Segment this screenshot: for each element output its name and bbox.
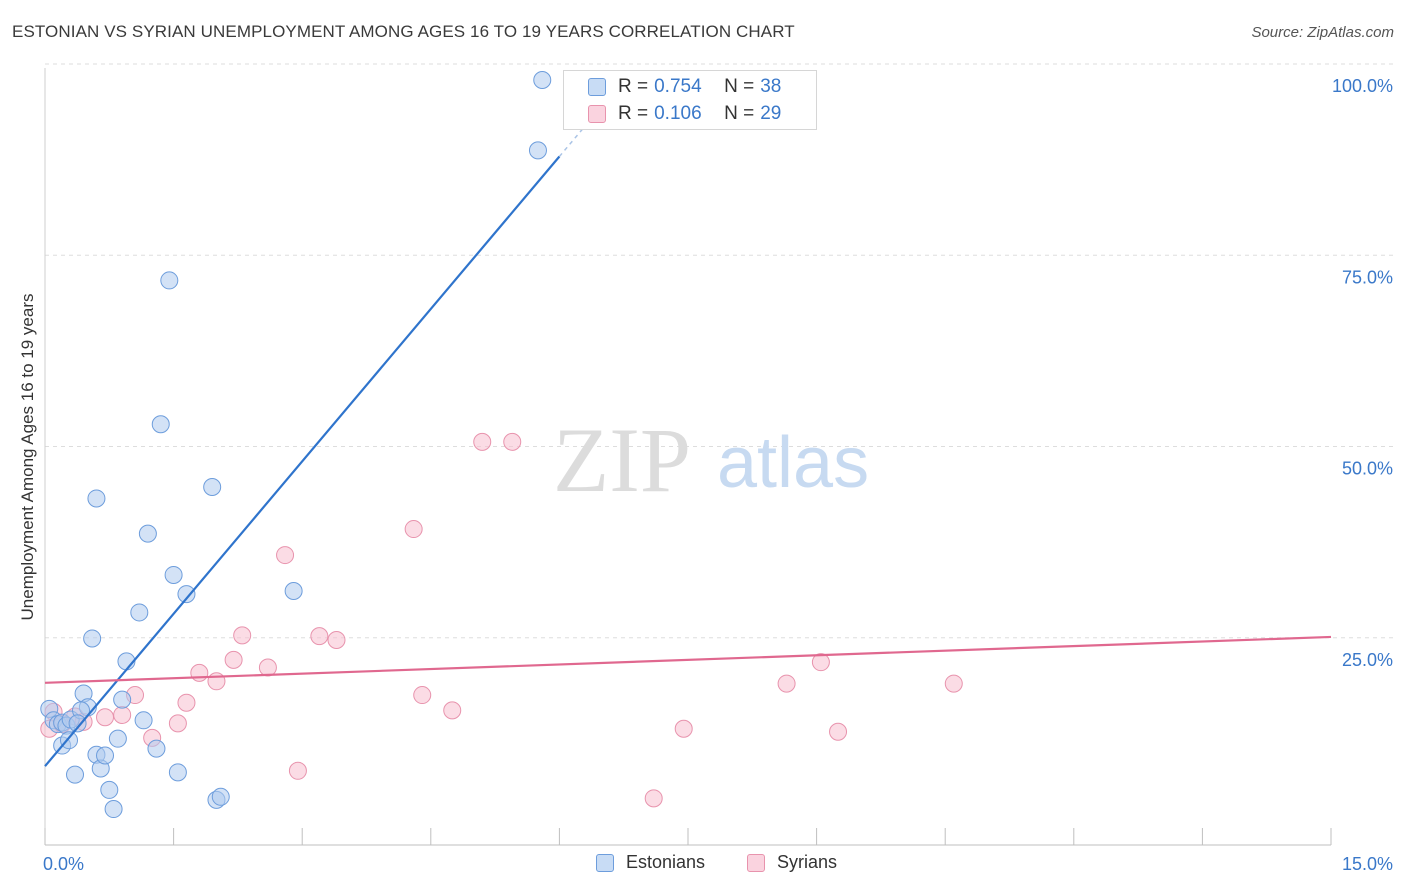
trendlines <box>44 120 1332 767</box>
estonian-point <box>284 582 303 601</box>
legend-row-estonians: R = 0.754 N = 38 <box>588 75 830 99</box>
syrian-point <box>404 520 423 539</box>
estonian-point <box>533 71 552 89</box>
estonian-point <box>138 524 157 543</box>
estonian-point <box>168 763 187 782</box>
estonian-point <box>108 729 127 748</box>
legend-item-estonians: Estonians <box>596 852 705 873</box>
syrian-point <box>113 705 132 724</box>
watermark-zip: ZIP <box>553 409 691 511</box>
syrian-point <box>443 701 462 720</box>
legend-item-syrians: Syrians <box>747 852 837 873</box>
syrian-point <box>207 672 226 691</box>
estonian-point <box>528 141 547 160</box>
syrian-point <box>644 789 663 808</box>
syrian-trendline <box>44 635 1332 684</box>
n-value-syrians: 29 <box>760 103 782 124</box>
series-legend: Estonians Syrians <box>0 852 1406 876</box>
syrian-point <box>258 658 277 677</box>
correlation-legend: R = 0.754 N = 38 R = 0.106 N = 29 <box>563 70 817 130</box>
estonian-point <box>104 800 123 819</box>
legend-row-syrians: R = 0.106 N = 29 <box>588 102 830 126</box>
syrian-point <box>829 722 848 741</box>
syrian-point <box>674 719 693 738</box>
estonian-point <box>66 765 85 784</box>
estonian-point <box>83 629 102 648</box>
syrian-point <box>310 627 329 646</box>
y-tick-label: 75.0% <box>1342 267 1393 287</box>
estonian-legend-swatch <box>596 853 614 872</box>
syrian-point <box>413 686 432 705</box>
r-label: R = <box>618 103 649 124</box>
syrian-swatch <box>588 105 606 123</box>
r-value-syrians: 0.106 <box>654 103 702 124</box>
syrian-point <box>811 653 830 672</box>
syrian-legend-swatch <box>747 853 765 872</box>
estonian-swatch <box>588 78 606 96</box>
legend-label-syrians: Syrians <box>777 852 838 872</box>
y-tick-label: 50.0% <box>1342 459 1393 479</box>
estonian-point <box>160 271 179 290</box>
legend-label-estonians: Estonians <box>626 852 706 872</box>
n-label: N = <box>724 76 755 97</box>
syrian-point <box>473 432 492 451</box>
estonian-point <box>177 585 196 604</box>
estonian-point <box>134 711 153 730</box>
r-label: R = <box>618 76 649 97</box>
watermark-atlas: atlas <box>717 423 869 503</box>
estonian-trendline <box>44 155 561 767</box>
r-value-estonians: 0.754 <box>654 76 702 97</box>
syrian-point <box>233 626 252 645</box>
syrian-point <box>177 693 196 712</box>
syrian-point <box>777 674 796 693</box>
estonian-point <box>164 565 183 584</box>
estonian-point <box>211 787 230 806</box>
syrian-point <box>288 761 307 780</box>
estonian-point <box>151 415 170 434</box>
estonian-point <box>96 746 115 765</box>
syrian-point <box>327 630 346 649</box>
x-tick-label: 15.0% <box>1342 854 1393 874</box>
watermark: ZIP atlas <box>553 409 869 511</box>
estonian-point <box>130 603 149 622</box>
syrian-point <box>944 674 963 693</box>
syrian-point <box>276 546 295 565</box>
y-tick-label: 100.0% <box>1332 76 1393 96</box>
y-axis-label: Unemployment Among Ages 16 to 19 years <box>18 293 37 621</box>
estonian-point <box>87 489 106 508</box>
y-tick-label: 25.0% <box>1342 650 1393 670</box>
estonian-point <box>100 780 119 799</box>
grid <box>45 63 1393 639</box>
source-label: Source: ZipAtlas.com <box>1251 24 1394 41</box>
syrian-point <box>190 663 209 682</box>
syrian-point <box>96 708 115 727</box>
syrian-point <box>503 432 522 451</box>
chart-title: ESTONIAN VS SYRIAN UNEMPLOYMENT AMONG AG… <box>12 22 795 41</box>
tick-labels: 25.0% 50.0% 75.0% 100.0% 0.0% 15.0% <box>43 76 1393 874</box>
syrian-point <box>168 714 187 733</box>
syrian-point <box>224 650 243 669</box>
estonian-point <box>203 477 222 496</box>
estonian-point <box>113 690 132 709</box>
estonian-point <box>68 714 87 733</box>
n-label: N = <box>724 103 755 124</box>
n-value-estonians: 38 <box>760 76 782 97</box>
estonian-points <box>40 71 552 819</box>
estonian-point <box>147 739 166 758</box>
x-tick-label: 0.0% <box>43 854 84 874</box>
